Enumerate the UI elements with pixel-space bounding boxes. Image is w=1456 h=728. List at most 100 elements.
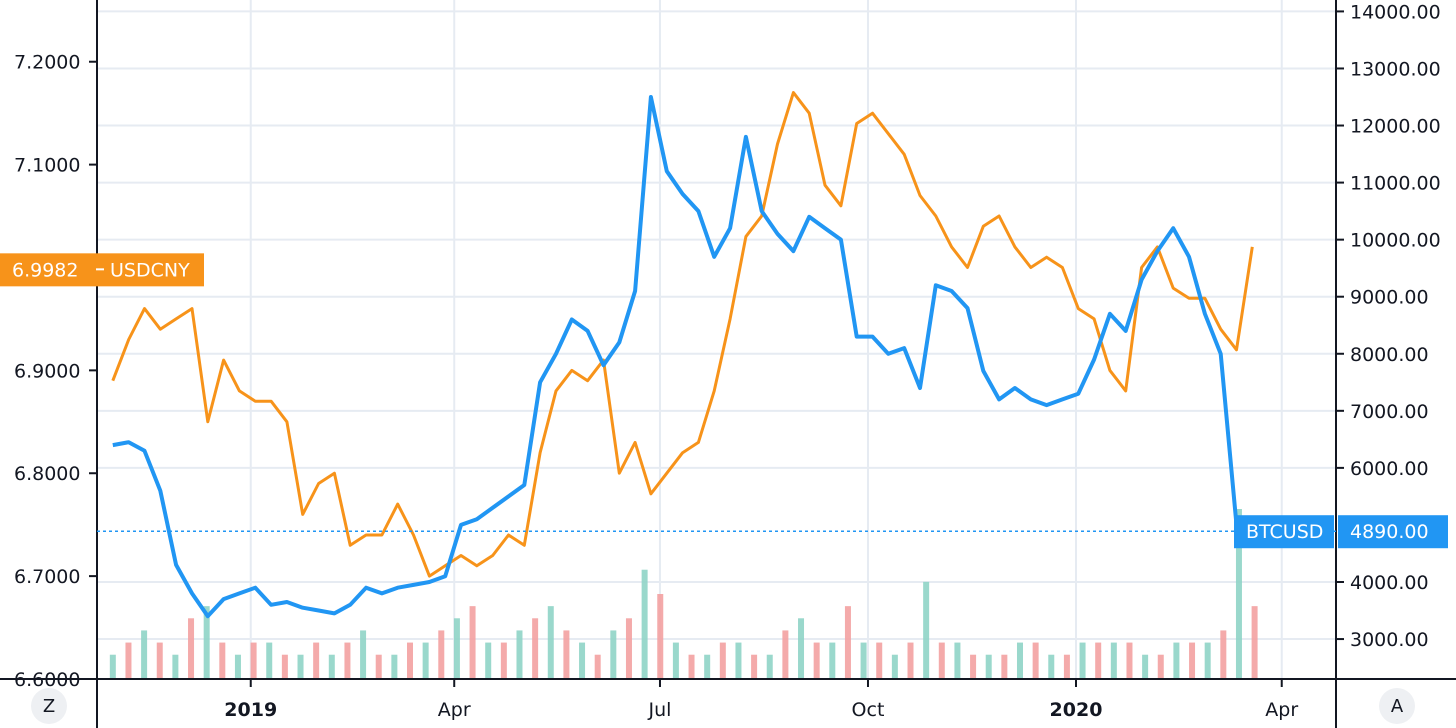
volume-bar-49	[876, 642, 883, 679]
volume-bar-35	[657, 594, 664, 679]
series-lines	[111, 91, 1254, 619]
volume-bar-36	[672, 642, 679, 679]
volume-bar-31	[594, 654, 601, 679]
volume-bar-45	[813, 642, 820, 679]
volume-bar-37	[688, 654, 695, 679]
btcusd-name-tag-bg	[1234, 515, 1334, 549]
volume-bar-54	[954, 642, 961, 679]
left-tick-label-4: 6.7000	[14, 566, 80, 588]
volume-bar-56	[985, 654, 992, 679]
right-tick-label-1: 13000.00	[1350, 58, 1441, 80]
volume-bar-66	[1142, 654, 1149, 679]
volume-bar-44	[798, 618, 805, 679]
volume-bar-13	[313, 642, 320, 679]
volume-bar-47	[844, 606, 851, 679]
volume-bar-7	[219, 642, 226, 679]
volume-bar-43	[782, 630, 789, 679]
volume-bar-42	[766, 654, 773, 679]
left-tick-label-3: 6.8000	[14, 463, 80, 485]
right-axis-ticks: 14000.00 13000.00 12000.00 11000.00 10000.00…	[1336, 1, 1441, 651]
volume-bar-15	[344, 642, 351, 679]
x-tick-label-4: 2020	[1050, 699, 1103, 721]
right-corner-button[interactable]: A	[1391, 696, 1404, 717]
volume-bar-23	[469, 606, 476, 679]
btcusd-last-value: 4890.00	[1350, 521, 1429, 543]
usdcny-series-name: USDCNY	[110, 259, 190, 281]
volume-bar-5	[188, 618, 195, 679]
left-corner-button[interactable]: Z	[43, 696, 55, 717]
volume-bar-6	[203, 606, 210, 679]
volume-bar-9	[250, 642, 257, 679]
volume-bar-20	[422, 642, 429, 679]
series-line-btcusd	[112, 95, 1253, 619]
volume-bar-28	[547, 606, 554, 679]
volume-bar-3	[156, 642, 163, 679]
volume-bar-14	[328, 654, 335, 679]
volume-bar-17	[375, 654, 382, 679]
volume-bar-18	[391, 654, 398, 679]
volume-bar-57	[1001, 654, 1008, 679]
left-axis-ticks: 7.2000 7.1000 6.9000 6.8000 6.7000 6.6000	[14, 52, 97, 691]
volume-bar-38	[704, 654, 711, 679]
volume-bar-46	[829, 642, 836, 679]
volume-bar-12	[297, 654, 304, 679]
volume-bar-68	[1173, 642, 1180, 679]
volume-bar-0	[109, 654, 116, 679]
volume-bar-41	[751, 654, 758, 679]
volume-bar-70	[1204, 642, 1211, 679]
volume-bar-63	[1095, 642, 1102, 679]
right-tick-label-2: 12000.00	[1350, 116, 1441, 138]
volume-bar-67	[1157, 654, 1164, 679]
volume-bar-39	[719, 642, 726, 679]
x-tick-label-1: Apr	[438, 699, 471, 721]
volume-bar-73	[1251, 606, 1258, 679]
volume-bar-8	[234, 654, 241, 679]
right-tick-label-0: 14000.00	[1350, 1, 1441, 23]
volume-bar-33	[625, 618, 632, 679]
left-tick-label-1: 7.1000	[14, 155, 80, 177]
volume-bars	[109, 509, 1258, 679]
volume-bar-10	[266, 642, 273, 679]
volume-bar-34	[641, 569, 648, 679]
series-line-usdcny	[111, 91, 1254, 578]
volume-bar-27	[532, 618, 539, 679]
volume-bar-51	[907, 642, 914, 679]
right-tick-label-8: 6000.00	[1350, 458, 1429, 480]
volume-bar-50	[891, 654, 898, 679]
volume-bar-65	[1126, 642, 1133, 679]
volume-bar-71	[1220, 630, 1227, 679]
volume-bar-58	[1016, 642, 1023, 679]
volume-bar-21	[438, 630, 445, 679]
right-tick-label-7: 7000.00	[1350, 401, 1429, 423]
volume-bar-64	[1110, 642, 1117, 679]
volume-bar-19	[407, 642, 414, 679]
volume-bar-29	[563, 630, 570, 679]
right-tick-label-5: 9000.00	[1350, 287, 1429, 309]
volume-bar-53	[938, 642, 945, 679]
volume-bar-2	[141, 630, 148, 679]
left-tick-label-5: 6.6000	[14, 669, 80, 691]
x-tick-label-0: 2019	[224, 699, 277, 721]
left-corner-button-bg[interactable]	[31, 688, 67, 724]
volume-bar-62	[1079, 642, 1086, 679]
usdcny-last-value: 6.9982	[12, 259, 78, 281]
x-tick-label-5: Apr	[1265, 699, 1298, 721]
volume-bar-72	[1235, 509, 1242, 679]
volume-bar-4	[172, 654, 179, 679]
volume-bar-61	[1063, 654, 1070, 679]
value-tags: 6.9982 USDCNY BTCUSD 4890.00	[0, 253, 1448, 549]
right-corner-button-bg[interactable]	[1379, 688, 1415, 724]
volume-bar-40	[735, 642, 742, 679]
right-tick-label-6: 8000.00	[1350, 344, 1429, 366]
x-axis-ticks: 2019 Apr Jul Oct 2020 Apr	[224, 679, 1298, 721]
volume-bar-22	[453, 618, 460, 679]
x-tick-label-2: Jul	[648, 699, 672, 721]
volume-bar-30	[579, 642, 586, 679]
right-tick-label-10: 3000.00	[1350, 629, 1429, 651]
volume-bar-52	[923, 581, 930, 679]
right-tick-label-4: 10000.00	[1350, 230, 1441, 252]
volume-bar-69	[1189, 642, 1196, 679]
right-tick-label-3: 11000.00	[1350, 173, 1441, 195]
